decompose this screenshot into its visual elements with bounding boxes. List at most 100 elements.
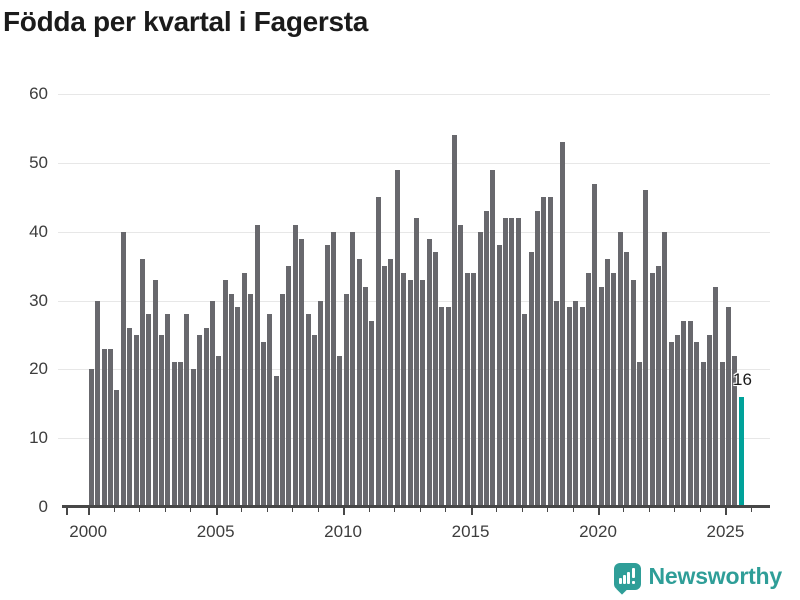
bar[interactable] [681, 321, 687, 507]
bar[interactable] [343, 293, 349, 507]
bar[interactable] [235, 307, 241, 507]
bar[interactable] [299, 238, 305, 507]
bar[interactable] [350, 231, 356, 507]
bar[interactable] [146, 314, 152, 507]
bar[interactable] [101, 348, 107, 507]
bar[interactable] [375, 197, 381, 507]
bar[interactable] [108, 348, 114, 507]
bar[interactable] [592, 183, 598, 507]
bar[interactable] [362, 286, 368, 507]
bar[interactable] [509, 217, 515, 507]
bar[interactable] [668, 341, 674, 507]
bar[interactable] [420, 279, 426, 507]
bar[interactable] [630, 279, 636, 507]
bar[interactable] [490, 169, 496, 507]
bar[interactable] [197, 334, 203, 507]
bar[interactable] [458, 224, 464, 507]
bar[interactable] [719, 362, 725, 507]
bar[interactable] [229, 293, 235, 507]
bar[interactable] [624, 252, 630, 507]
bar[interactable] [292, 224, 298, 507]
bar[interactable] [407, 279, 413, 507]
bar[interactable] [413, 217, 419, 507]
bar[interactable] [700, 362, 706, 507]
bar[interactable] [732, 355, 738, 507]
bar[interactable] [273, 376, 279, 507]
bar[interactable] [95, 300, 101, 507]
bar[interactable] [503, 217, 509, 507]
bar[interactable] [662, 231, 668, 507]
bar[interactable] [445, 307, 451, 507]
bar[interactable] [649, 272, 655, 507]
bar[interactable] [496, 245, 502, 507]
bar[interactable] [534, 211, 540, 507]
bar[interactable] [522, 314, 528, 507]
bar[interactable] [311, 334, 317, 507]
bar[interactable] [585, 272, 591, 507]
bar[interactable] [636, 362, 642, 507]
bar[interactable] [165, 314, 171, 507]
bar[interactable] [388, 259, 394, 507]
bar[interactable] [706, 334, 712, 507]
bar[interactable] [464, 272, 470, 507]
bar[interactable] [528, 252, 534, 507]
bar[interactable] [120, 231, 126, 507]
bar[interactable] [713, 286, 719, 507]
bar[interactable] [617, 231, 623, 507]
bar[interactable] [687, 321, 693, 507]
bar[interactable] [726, 307, 732, 507]
bar[interactable] [382, 266, 387, 507]
bar[interactable] [432, 252, 438, 507]
bar[interactable] [318, 300, 324, 507]
bar[interactable] [452, 135, 458, 507]
bar[interactable] [554, 300, 560, 507]
bar[interactable] [184, 314, 190, 507]
bar[interactable] [547, 197, 553, 507]
bar[interactable] [331, 231, 337, 507]
bar[interactable] [369, 321, 375, 507]
bar[interactable] [675, 334, 681, 507]
bar[interactable] [515, 217, 521, 507]
bar[interactable] [158, 334, 164, 507]
bar[interactable] [579, 307, 585, 507]
newsworthy-logo[interactable]: Newsworthy [613, 563, 782, 595]
bar[interactable] [260, 341, 266, 507]
bar[interactable] [394, 169, 400, 507]
bar[interactable] [178, 362, 184, 507]
bar[interactable] [254, 224, 260, 507]
bar[interactable] [209, 300, 215, 507]
bar[interactable] [280, 293, 286, 507]
bar[interactable] [216, 355, 222, 507]
bar[interactable] [439, 307, 445, 507]
bar[interactable] [541, 197, 547, 507]
bar[interactable] [241, 272, 247, 507]
bar[interactable] [88, 369, 94, 507]
bar[interactable] [133, 334, 139, 507]
bar[interactable] [483, 211, 489, 507]
bar[interactable] [471, 272, 477, 507]
bar[interactable] [305, 314, 311, 507]
bar[interactable] [127, 328, 133, 507]
bar[interactable] [643, 190, 649, 507]
bar[interactable] [356, 259, 362, 507]
bar[interactable] [203, 328, 209, 507]
bar[interactable] [605, 259, 611, 507]
bar[interactable] [656, 266, 661, 507]
bar[interactable] [337, 355, 343, 507]
bar[interactable] [611, 272, 617, 507]
bar[interactable] [190, 369, 196, 507]
bar[interactable] [152, 279, 158, 507]
bar[interactable] [286, 266, 292, 507]
bar[interactable] [267, 314, 273, 507]
bar[interactable] [598, 286, 604, 507]
bar[interactable] [566, 307, 572, 507]
bar[interactable] [401, 272, 407, 507]
bar[interactable] [139, 259, 145, 507]
bar[interactable] [171, 362, 177, 507]
bar[interactable] [694, 341, 700, 507]
bar[interactable] [248, 293, 254, 507]
bar[interactable] [114, 390, 120, 507]
bar[interactable] [426, 238, 432, 507]
bar[interactable] [560, 142, 566, 507]
bar[interactable] [477, 231, 483, 507]
